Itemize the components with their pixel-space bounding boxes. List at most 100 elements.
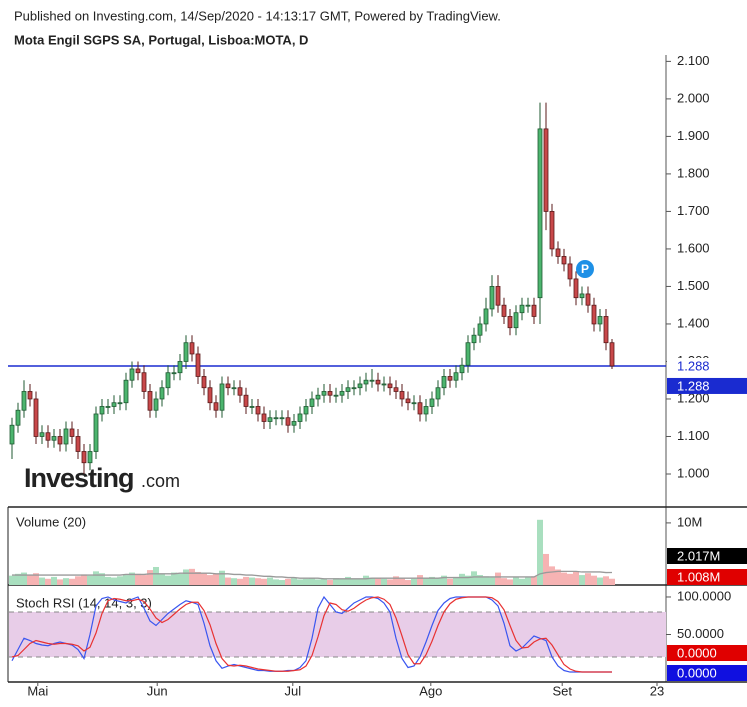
band [9,611,666,658]
volume-bar [201,573,207,585]
x-tick-label: Jun [147,683,168,698]
candle-body [225,383,231,389]
volume-bar [333,578,339,585]
volume-bar [207,575,213,585]
candle-body [339,391,345,396]
volume-bar [93,571,99,585]
volume-bar [537,519,543,585]
logo-brand: Investing [24,463,134,493]
volume-bar [231,578,237,585]
candle-body [351,387,357,390]
volume-bar [375,578,381,585]
volume-bar [561,572,567,585]
volume-bar [135,573,141,585]
candle-body [597,316,603,325]
volume-bar [165,575,171,585]
candle-body [81,451,87,464]
volume-bar [339,578,345,585]
candle-body [405,398,411,404]
volume-bar [141,575,147,585]
candle-body [285,417,291,426]
volume-badge [667,548,747,564]
volume-bar [417,575,423,585]
volume-bar [531,576,537,585]
candle-body [9,424,15,445]
candle-body [183,342,189,362]
candle-body [315,394,321,400]
candle-body [237,387,243,396]
volume-bar [351,579,357,585]
candle-body [495,286,501,306]
volume-bar [57,579,63,585]
volume-bar [63,578,69,585]
candle-body [543,128,549,212]
volume-bar [129,572,135,585]
volume-bar [543,553,549,585]
candle-body [423,406,429,415]
candle-body [135,368,141,374]
candle-body [417,402,423,415]
x-tick-label: Jul [284,683,301,698]
candle-body [507,316,513,329]
volume-bar [441,575,447,585]
volume-bar [405,580,411,585]
candle-body [375,379,381,385]
volume-bar [369,577,375,585]
volume-bar [519,578,525,585]
candle-body [165,372,171,389]
candle-body [171,372,177,375]
volume-bar [549,566,555,585]
volume-bar [579,575,585,585]
y-tick-label: 2.000 [677,90,710,105]
volume-bar [435,577,441,585]
candle-body [189,342,195,355]
candle-body [537,128,543,299]
candle-body [531,304,537,317]
candle-body [309,398,315,407]
volume-bar [525,577,531,585]
candle-body [45,432,51,441]
volume-bar [21,572,27,585]
price-line-badge [667,357,747,374]
volume-bar [315,579,321,585]
y-tick-label: 1.200 [677,390,710,405]
volume-bar [81,574,87,585]
volume-bar [297,579,303,585]
candle-body [447,376,453,381]
candle-body [249,406,255,408]
volume-bar [321,578,327,585]
x-tick-label: 23 [650,683,664,698]
y-tick-label: 1.100 [677,428,710,443]
candle-body [279,417,285,420]
candle-body [159,387,165,400]
y-tick-label: 50.0000 [677,626,724,641]
volume-ma-line [12,570,613,580]
volume-bar [69,578,75,585]
panel-title: Volume (20) [16,514,86,529]
candle-body [591,304,597,325]
candle-body [471,334,477,344]
volume-bar [483,576,489,585]
volume-bar [123,575,129,585]
x-tick-label: Mai [27,683,48,698]
volume-bar [465,575,471,585]
candle-body [435,387,441,400]
volume-bar [159,574,165,585]
candle-body [219,383,225,411]
volume-bar [567,573,573,585]
candle-body [15,409,21,426]
candle-body [255,406,261,415]
y-tick-label: 1.700 [677,203,710,218]
y-tick-label: 1.000 [677,465,710,480]
candle-body [303,406,309,415]
candle-body [321,391,327,396]
volume-bar [363,575,369,585]
candle-body [381,383,387,386]
candle-body [357,383,363,389]
volume-bar [447,578,453,585]
volume-bar [249,577,255,585]
volume-bar [255,578,261,585]
candle-body [75,436,81,452]
candle-body [573,278,579,299]
candle-body [123,379,129,404]
